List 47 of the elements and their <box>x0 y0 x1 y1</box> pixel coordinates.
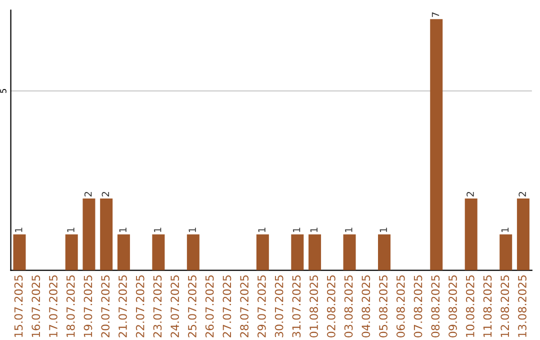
x-tick-label: 23.07.2025 <box>153 275 162 338</box>
data-label: 1 <box>293 228 300 232</box>
x-tick-label: 01.08.2025 <box>310 275 318 338</box>
x-tick-label: 09.08.2025 <box>448 275 457 338</box>
data-label: 1 <box>15 228 22 232</box>
data-label: 2 <box>84 192 92 196</box>
x-tick-label: 04.08.2025 <box>362 275 370 338</box>
x-tick-label: 13.08.2025 <box>518 275 526 337</box>
data-label: 7 <box>432 12 440 17</box>
data-label: 2 <box>102 192 110 196</box>
x-tick-label: 30.07.2025 <box>274 275 284 338</box>
x-tick-label: 31.07.2025 <box>292 275 301 338</box>
x-tick-label: 29.07.2025 <box>257 275 266 338</box>
x-tick-label: 10.08.2025 <box>466 275 474 337</box>
x-tick-label: 26.07.2025 <box>205 275 214 338</box>
data-label: 1 <box>67 228 74 232</box>
x-tick-label: 19.07.2025 <box>84 275 92 337</box>
x-tick-label: 07.08.2025 <box>414 275 422 338</box>
x-tick-label: 02.08.2025 <box>326 275 336 338</box>
x-tick-label: 24.07.2025 <box>170 275 180 338</box>
x-tick-label: 21.07.2025 <box>118 275 127 338</box>
x-tick-label: 22.07.2025 <box>136 275 144 338</box>
x-tick-label: 06.08.2025 <box>396 275 405 338</box>
x-tick-label: 16.07.2025 <box>32 275 40 337</box>
data-label: 1 <box>501 228 509 232</box>
x-tick-label: 15.07.2025 <box>14 275 23 337</box>
x-tick-label: 11.08.2025 <box>483 275 492 337</box>
x-tick-label: 25.07.2025 <box>188 275 196 338</box>
data-label: 1 <box>154 228 162 232</box>
x-tick-label: 27.07.2025 <box>222 275 232 338</box>
x-tick-label: 08.08.2025 <box>431 275 440 338</box>
data-label: 1 <box>310 228 318 232</box>
x-tick-label: 03.08.2025 <box>344 275 353 338</box>
x-tick-label: 20.07.2025 <box>101 275 110 338</box>
data-label: 2 <box>466 192 474 196</box>
data-label: 2 <box>518 192 526 196</box>
data-label: 1 <box>380 228 387 232</box>
data-label: 1 <box>188 228 196 232</box>
data-label: 1 <box>119 228 126 232</box>
y-tick-label: 5 <box>0 89 6 93</box>
x-tick-label: 17.07.2025 <box>49 275 58 337</box>
data-label: 1 <box>258 228 266 232</box>
data-label: 1 <box>345 228 352 232</box>
x-tick-label: 28.07.2025 <box>240 275 249 338</box>
x-tick-label: 05.08.2025 <box>379 275 388 338</box>
x-tick-label: 12.08.2025 <box>500 275 510 337</box>
x-tick-label: 18.07.2025 <box>66 275 75 337</box>
